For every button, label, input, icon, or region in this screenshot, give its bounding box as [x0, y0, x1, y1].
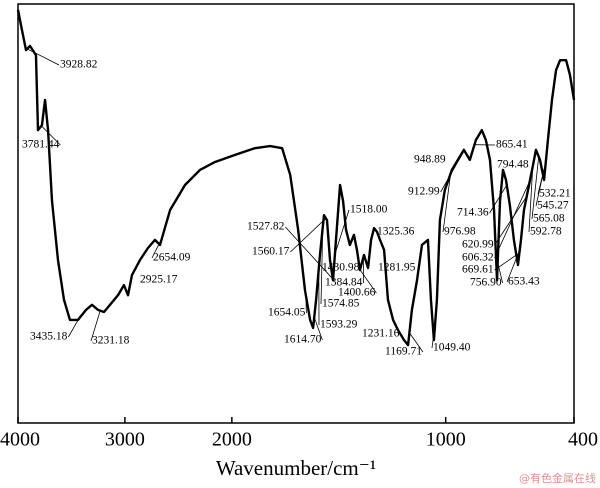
- peak-leader: [285, 226, 334, 280]
- peak-label: 1430.98: [322, 262, 360, 274]
- peak-label: 669.61: [462, 264, 494, 276]
- peak-label: 1614.70: [284, 334, 322, 346]
- peak-label: 3781.44: [22, 139, 60, 151]
- spectrum-line: [16, 9, 576, 347]
- x-axis-label: Wavenumber/cm⁻¹: [216, 456, 376, 480]
- peak-label: 1654.05: [268, 307, 306, 319]
- peak-leader: [68, 319, 79, 338]
- peak-label: 1574.85: [322, 298, 360, 310]
- peak-leader: [489, 184, 508, 214]
- peak-label: 2925.17: [140, 274, 178, 286]
- peak-leader: [494, 254, 517, 271]
- peak-label: 565.08: [533, 213, 565, 225]
- peak-label: 1325.36: [377, 226, 415, 238]
- peak-label: 948.89: [414, 154, 446, 166]
- peak-label: 756.90: [470, 277, 502, 289]
- peak-leader: [151, 238, 163, 259]
- peak-label: 1049.40: [433, 342, 471, 354]
- x-tick-label: 4000: [0, 429, 40, 451]
- peak-leader: [497, 262, 504, 284]
- peak-label: 714.36: [457, 207, 489, 219]
- peak-leader: [506, 249, 521, 283]
- peak-leader: [440, 150, 465, 193]
- peak-leader: [359, 269, 377, 294]
- peak-leader: [353, 235, 361, 269]
- peak-label: 606.32: [462, 252, 494, 264]
- peak-leader: [305, 295, 307, 314]
- peak-leader: [290, 218, 327, 253]
- peak-label: 976.98: [444, 226, 476, 238]
- peak-label: 1560.17: [252, 246, 290, 258]
- peak-leader: [531, 156, 540, 220]
- x-tick-label: 2000: [212, 429, 252, 451]
- peak-label: 794.48: [497, 159, 529, 171]
- peak-leader: [528, 166, 534, 233]
- peak-label: 1400.66: [338, 287, 376, 299]
- peak-leader: [431, 323, 436, 349]
- peak-leader: [90, 310, 101, 342]
- peak-leader: [25, 47, 60, 66]
- peak-label: 1231.16: [362, 328, 400, 340]
- x-tick-label: 1000: [426, 429, 466, 451]
- peak-label: 1527.82: [247, 221, 285, 233]
- peak-label: 1518.00: [350, 204, 388, 216]
- x-tick-label: 3000: [105, 429, 145, 451]
- peak-label: 3928.82: [60, 59, 98, 71]
- plot-frame: [17, 3, 575, 424]
- peak-leader: [320, 227, 324, 305]
- peak-leader: [409, 332, 424, 353]
- peak-leader: [537, 162, 547, 195]
- peak-label: 912.99: [408, 186, 440, 198]
- peak-leader: [442, 173, 452, 233]
- peak-label: 1593.29: [320, 319, 358, 331]
- peak-leader: [494, 180, 531, 259]
- peak-leader: [313, 317, 323, 341]
- peak-label: 532.21: [539, 188, 571, 200]
- peak-label: 620.99: [462, 239, 494, 251]
- peak-label: 1384.84: [325, 277, 363, 289]
- peak-leader: [494, 196, 528, 246]
- peak-label: 865.41: [496, 139, 528, 151]
- peak-label: 545.27: [537, 200, 569, 212]
- peak-label: 1281.95: [378, 262, 416, 274]
- x-tick-label: 400: [568, 429, 598, 451]
- peak-label: 2654.09: [153, 252, 191, 264]
- peak-label: 3435.18: [30, 331, 68, 343]
- watermark: @有色金属在线: [519, 471, 596, 485]
- peak-leader: [41, 125, 61, 146]
- peak-label: 653.43: [508, 276, 540, 288]
- peak-label: 592.78: [530, 226, 562, 238]
- peak-label: 1169.71: [385, 346, 422, 358]
- peak-leader: [334, 209, 350, 255]
- peak-label: 3231.18: [92, 335, 130, 347]
